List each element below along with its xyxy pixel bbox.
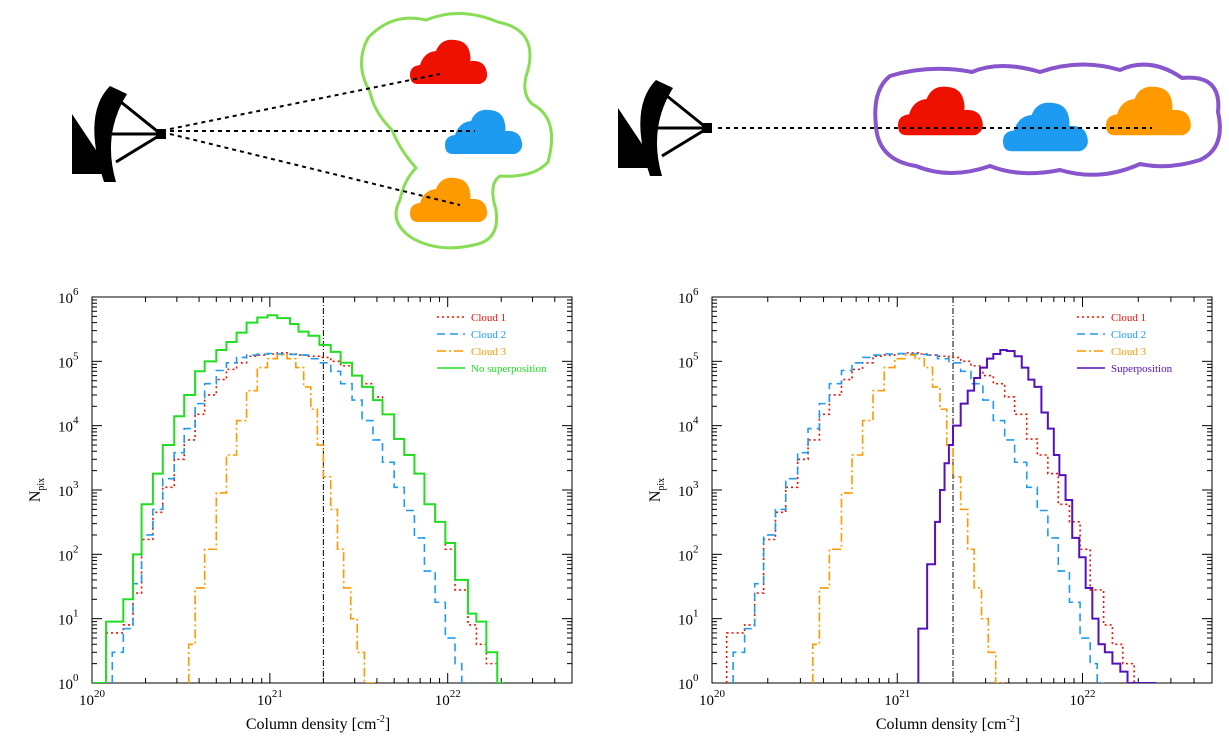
legend-label: Cloud 2 <box>1111 329 1146 341</box>
sightline <box>169 73 441 130</box>
series-line <box>111 352 469 683</box>
series-line <box>105 352 504 683</box>
y-tick-label: 101 <box>678 608 699 629</box>
x-tick-label: 1021 <box>257 688 283 709</box>
x-tick-label: 1020 <box>699 688 726 709</box>
y-tick-label: 103 <box>678 479 699 500</box>
x-tick-label: 1022 <box>1070 688 1096 709</box>
series-line <box>732 352 1105 683</box>
series-line <box>917 349 1157 683</box>
y-tick-label: 100 <box>678 672 699 693</box>
y-tick-label: 104 <box>58 415 79 436</box>
schematic-no-superposition <box>72 11 554 250</box>
legend-label: Cloud 1 <box>471 312 506 324</box>
x-axis-title: Column density [cm-2] <box>876 714 1020 733</box>
y-tick-label: 100 <box>58 672 79 693</box>
x-axis-title: Column density [cm-2] <box>246 714 390 733</box>
y-tick-label: 105 <box>58 350 79 371</box>
cloud-group-outline <box>873 62 1222 177</box>
radio-telescope-icon <box>72 84 168 184</box>
cloud-icon <box>410 177 488 222</box>
cloud-icon <box>445 109 523 154</box>
schematic-superposition <box>618 62 1222 178</box>
legend-label: Cloud 2 <box>471 329 506 341</box>
series-line <box>725 352 1142 683</box>
chart-no-superposition: 1020 1021 1022 100 101 102 103 104 105 106 Column … <box>27 286 573 733</box>
legend-label: Cloud 1 <box>1111 312 1146 324</box>
y-axis-title: Npix <box>27 478 47 502</box>
x-tick-label: 1020 <box>79 688 106 709</box>
y-tick-label: 106 <box>58 286 79 307</box>
series-line <box>92 314 504 683</box>
legend-label: No superposition <box>471 363 547 375</box>
y-tick-label: 106 <box>678 286 699 307</box>
legend-label: Superposition <box>1111 363 1173 375</box>
y-tick-label: 103 <box>58 479 79 500</box>
y-tick-label: 102 <box>678 543 699 564</box>
series-group <box>725 349 1157 683</box>
radio-telescope-icon <box>618 78 714 178</box>
y-tick-label: 102 <box>58 543 79 564</box>
cloud-icon <box>1003 102 1088 152</box>
legend-label: Cloud 3 <box>1111 346 1147 358</box>
x-tick-label: 1022 <box>435 688 461 709</box>
series-group <box>92 314 504 683</box>
cloud-group-outline <box>360 11 554 250</box>
series-line <box>811 354 1008 683</box>
x-tick-label: 1021 <box>884 688 910 709</box>
y-tick-label: 104 <box>678 415 699 436</box>
sightline <box>169 133 461 206</box>
y-tick-label: 101 <box>58 608 79 629</box>
series-line <box>187 354 376 683</box>
chart-superposition: 1020 1021 1022 100 101 102 103 104 105 106 Column … <box>647 286 1213 733</box>
legend-label: Cloud 3 <box>471 346 507 358</box>
y-axis-title: Npix <box>647 478 667 502</box>
y-tick-label: 105 <box>678 350 699 371</box>
